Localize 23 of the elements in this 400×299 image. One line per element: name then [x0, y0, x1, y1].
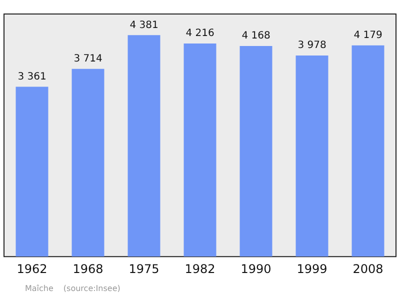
- bar: [352, 45, 384, 257]
- text: Maîche: [25, 284, 54, 293]
- data-label: 4 168: [242, 30, 270, 42]
- data-label: 3 361: [18, 71, 46, 82]
- x-tick-label: 1982: [184, 262, 216, 276]
- data-label: 3 714: [74, 53, 102, 64]
- bar: [184, 44, 216, 257]
- bar: [240, 46, 272, 257]
- text: (source:Insee): [63, 284, 120, 293]
- x-tick-label: 1990: [240, 262, 272, 276]
- bar: [128, 35, 160, 257]
- data-label: 4 381: [130, 20, 158, 31]
- data-label: 4 216: [186, 28, 214, 40]
- x-tick-label: 1999: [296, 262, 328, 276]
- x-tick-label: 1975: [128, 262, 160, 276]
- x-tick-label: 1968: [72, 262, 104, 276]
- x-tick-label: 2008: [352, 262, 384, 276]
- data-label: 3 978: [298, 40, 326, 52]
- bar: [72, 68, 104, 257]
- data-label: 4 179: [354, 30, 382, 41]
- bar: [296, 56, 328, 257]
- x-tick-label: 1962: [16, 262, 48, 276]
- bar: [16, 86, 48, 257]
